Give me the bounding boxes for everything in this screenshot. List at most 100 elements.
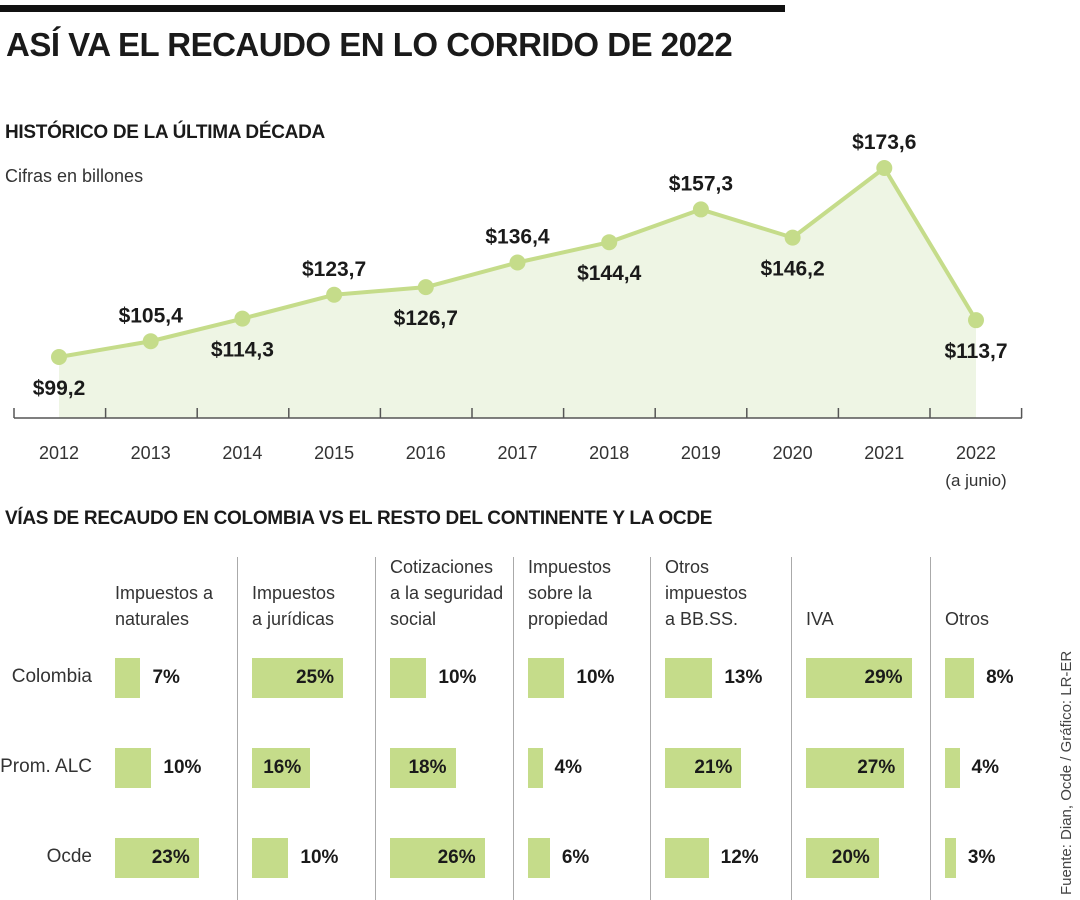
line-chart-title: HISTÓRICO DE LA ÚLTIMA DÉCADA xyxy=(5,122,325,143)
page-title: ASÍ VA EL RECAUDO EN LO CORRIDO DE 2022 xyxy=(6,26,733,63)
top-rule xyxy=(0,5,785,12)
row-label: Colombia xyxy=(11,666,92,687)
column-divider xyxy=(375,557,376,900)
source-note: Fuente: Dian, Ocde / Gráfico: LR-ER xyxy=(1058,650,1075,895)
bar xyxy=(115,838,199,878)
bar xyxy=(945,658,975,698)
column-header: Impuestos a xyxy=(115,583,214,603)
column-header: IVA xyxy=(806,609,834,629)
bar xyxy=(115,748,152,788)
data-point xyxy=(876,160,893,177)
data-label: $105,4 xyxy=(119,304,184,327)
bar-table-title: VÍAS DE RECAUDO EN COLOMBIA VS EL RESTO … xyxy=(5,508,713,529)
bar-value: 4% xyxy=(554,757,583,778)
bar xyxy=(665,838,709,878)
row-label: Prom. ALC xyxy=(0,756,92,777)
data-point xyxy=(142,333,159,350)
x-tick-label: 2012 xyxy=(39,443,79,463)
column-header: a la seguridad xyxy=(390,583,504,603)
bar xyxy=(115,658,141,698)
bar xyxy=(665,748,742,788)
data-label: $113,7 xyxy=(944,340,1007,363)
x-tick-label: 2015 xyxy=(314,443,354,463)
bar-value: 10% xyxy=(300,847,339,868)
column-header: social xyxy=(390,609,437,629)
bar-value: 23% xyxy=(151,847,190,868)
bar xyxy=(252,658,343,698)
bar xyxy=(945,838,956,878)
bar-value: 10% xyxy=(576,667,615,688)
bar xyxy=(665,658,713,698)
bar-value: 27% xyxy=(857,757,896,778)
x-tick-label: 2017 xyxy=(497,443,537,463)
bar-value: 16% xyxy=(263,757,302,778)
column-header: Otros xyxy=(945,609,990,629)
column-header: naturales xyxy=(115,609,190,629)
x-tick-label: 2016 xyxy=(406,443,446,463)
bar-value: 20% xyxy=(831,847,870,868)
bar xyxy=(252,838,289,878)
x-tick-label: 2021 xyxy=(864,443,904,463)
column-divider xyxy=(930,557,931,900)
data-point xyxy=(417,279,434,296)
data-point xyxy=(601,234,618,251)
bar xyxy=(806,838,879,878)
bar xyxy=(806,658,912,698)
unit-note: Cifras en billones xyxy=(5,166,144,186)
bar-value: 6% xyxy=(561,847,590,868)
data-label: $173,6 xyxy=(852,131,916,154)
bar xyxy=(390,748,456,788)
x-tick-label: 2018 xyxy=(589,443,629,463)
data-label: $146,2 xyxy=(760,258,824,281)
bar-value: 10% xyxy=(438,667,477,688)
data-label: $123,7 xyxy=(302,258,366,281)
x-tick-label: 2020 xyxy=(773,443,813,463)
column-header: a BB.SS. xyxy=(665,609,739,629)
x-tick-label: 2022 xyxy=(956,443,996,463)
data-label: $136,4 xyxy=(485,226,550,249)
data-label: $126,7 xyxy=(394,307,458,330)
line-chart: $99,2 2012 $105,4 2013 $114,3 2014 $123,7 2015 $… xyxy=(13,131,1023,490)
x-tick-label: 2013 xyxy=(131,443,171,463)
row-label: Ocde xyxy=(46,846,92,867)
bar-value: 25% xyxy=(295,667,334,688)
bar xyxy=(945,748,960,788)
column-header: Cotizaciones xyxy=(390,557,494,577)
bar-value: 29% xyxy=(864,667,903,688)
x-tick-label: 2019 xyxy=(681,443,721,463)
area-fill xyxy=(59,168,976,418)
data-label: $114,3 xyxy=(211,339,274,362)
column-header: sobre la xyxy=(528,583,593,603)
bar xyxy=(528,838,550,878)
bar-value: 10% xyxy=(163,757,202,778)
column-divider xyxy=(650,557,651,900)
data-point xyxy=(692,201,709,218)
column-divider xyxy=(237,557,238,900)
bar xyxy=(252,748,311,788)
bar xyxy=(390,658,427,698)
bar-value: 4% xyxy=(971,757,1000,778)
column-divider xyxy=(791,557,792,900)
data-label: $144,4 xyxy=(577,262,642,285)
column-header: impuestos xyxy=(665,583,748,603)
bar-value: 3% xyxy=(967,847,996,868)
data-label: $157,3 xyxy=(669,172,733,195)
bar-value: 8% xyxy=(986,667,1014,688)
bar-value: 18% xyxy=(408,757,447,778)
column-header: propiedad xyxy=(528,609,609,629)
bar-value: 13% xyxy=(724,667,763,688)
bar xyxy=(806,748,905,788)
bar-value: 21% xyxy=(694,757,733,778)
data-point xyxy=(51,349,67,365)
data-point xyxy=(509,254,526,271)
bar-value: 7% xyxy=(152,667,180,688)
data-label: $99,2 xyxy=(33,377,86,400)
x-tick-label: 2014 xyxy=(222,443,262,463)
column-header: Impuestos xyxy=(252,583,336,603)
data-point xyxy=(326,286,343,303)
bar xyxy=(390,838,485,878)
column-header: Impuestos xyxy=(528,557,612,577)
data-point xyxy=(234,310,251,327)
column-divider xyxy=(513,557,514,900)
data-point xyxy=(784,229,801,246)
